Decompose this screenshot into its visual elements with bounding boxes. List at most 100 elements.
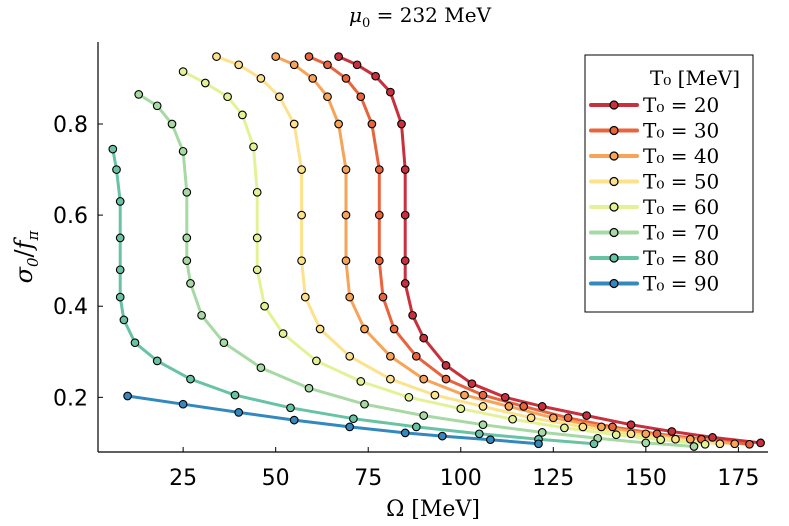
data-point — [182, 256, 192, 266]
x-tick-label: 175 — [717, 466, 759, 491]
data-point — [289, 119, 299, 129]
data-point — [626, 429, 636, 439]
data-point — [486, 435, 495, 445]
data-point — [115, 233, 125, 243]
data-point — [152, 101, 162, 111]
data-point — [323, 60, 332, 70]
legend-swatch-marker-60 — [609, 202, 619, 212]
data-point — [400, 279, 410, 288]
data-point — [252, 233, 262, 243]
data-point — [504, 402, 514, 411]
data-point — [297, 165, 306, 174]
data-point — [315, 324, 325, 334]
data-point — [341, 210, 351, 220]
data-point — [374, 256, 384, 266]
data-point — [667, 427, 677, 436]
y-tick-label: 0.6 — [53, 204, 88, 229]
legend-entry-30: T₀ = 30 — [643, 119, 719, 143]
data-point — [341, 256, 351, 266]
data-point — [563, 413, 573, 423]
data-point — [252, 187, 262, 197]
data-point — [500, 392, 510, 402]
data-point — [349, 414, 358, 424]
data-point — [400, 256, 410, 266]
title-symbol: μ — [349, 3, 362, 27]
data-point — [478, 390, 488, 400]
data-point — [297, 256, 306, 266]
data-point — [430, 390, 440, 400]
data-point — [467, 379, 477, 389]
data-point — [123, 391, 132, 401]
data-point — [345, 422, 355, 432]
data-point — [611, 430, 621, 440]
data-point — [297, 210, 306, 220]
data-point — [419, 333, 429, 343]
data-point — [304, 383, 314, 393]
chart-title-text: μ0 = 232 MeV — [349, 3, 492, 31]
data-point — [756, 438, 765, 448]
data-point — [437, 431, 447, 441]
y-axis-label-text: σ0/fπσ₀/f_π — [10, 229, 42, 283]
data-point — [356, 377, 366, 386]
data-point — [386, 374, 395, 384]
legend-swatch-marker-20 — [609, 100, 619, 110]
tick-labels: 25 50 75 100 125 150 175 0.2 0.4 0.6 0.8 — [53, 113, 759, 491]
data-point — [478, 402, 488, 411]
data-point — [341, 165, 351, 174]
data-point — [367, 119, 377, 129]
data-point — [108, 144, 118, 154]
data-point — [397, 119, 406, 129]
data-point — [456, 404, 466, 414]
data-point — [286, 403, 295, 413]
data-point — [134, 90, 144, 99]
data-point — [519, 402, 529, 411]
legend-entry-40: T₀ = 40 — [643, 144, 719, 168]
data-point — [685, 434, 695, 444]
data-point — [238, 110, 247, 120]
data-point — [234, 60, 244, 70]
data-point — [408, 310, 417, 320]
data-point — [608, 422, 617, 432]
data-point — [345, 292, 355, 302]
ylabel-sigma: σ — [10, 266, 38, 283]
x-tick-label: 150 — [625, 466, 667, 491]
data-point — [374, 165, 384, 174]
data-point — [178, 67, 188, 76]
data-point — [400, 428, 410, 438]
data-point — [289, 415, 299, 425]
y-tick-label: 0.8 — [53, 113, 88, 138]
data-point — [548, 413, 558, 423]
data-point — [115, 292, 125, 302]
data-point — [534, 439, 543, 449]
series-layer — [108, 52, 765, 451]
x-tick-label: 25 — [169, 466, 197, 491]
data-point — [223, 92, 232, 102]
legend-swatch-marker-90 — [609, 278, 619, 289]
data-point — [597, 422, 606, 432]
ylabel-subpi: π — [24, 229, 42, 241]
data-point — [671, 434, 680, 444]
data-point — [400, 165, 410, 174]
data-point — [560, 423, 569, 433]
data-point — [626, 420, 636, 430]
legend-entry-70: T₀ = 70 — [643, 221, 719, 245]
x-tick-label: 125 — [532, 466, 574, 491]
data-point — [334, 52, 343, 61]
data-point — [478, 420, 488, 430]
data-point — [112, 165, 121, 174]
y-tick-label: 0.4 — [53, 295, 88, 320]
legend-entry-60: T₀ = 60 — [643, 195, 719, 219]
ylabel-slash: / — [10, 248, 38, 257]
data-point — [508, 414, 517, 424]
plot-area — [108, 52, 765, 451]
data-point — [152, 356, 162, 366]
data-point — [360, 324, 369, 334]
y-tick-label: 0.2 — [53, 386, 88, 411]
axes — [97, 42, 768, 453]
data-point — [119, 315, 129, 325]
data-point — [252, 265, 262, 275]
data-point — [300, 292, 310, 302]
data-point — [334, 119, 343, 129]
